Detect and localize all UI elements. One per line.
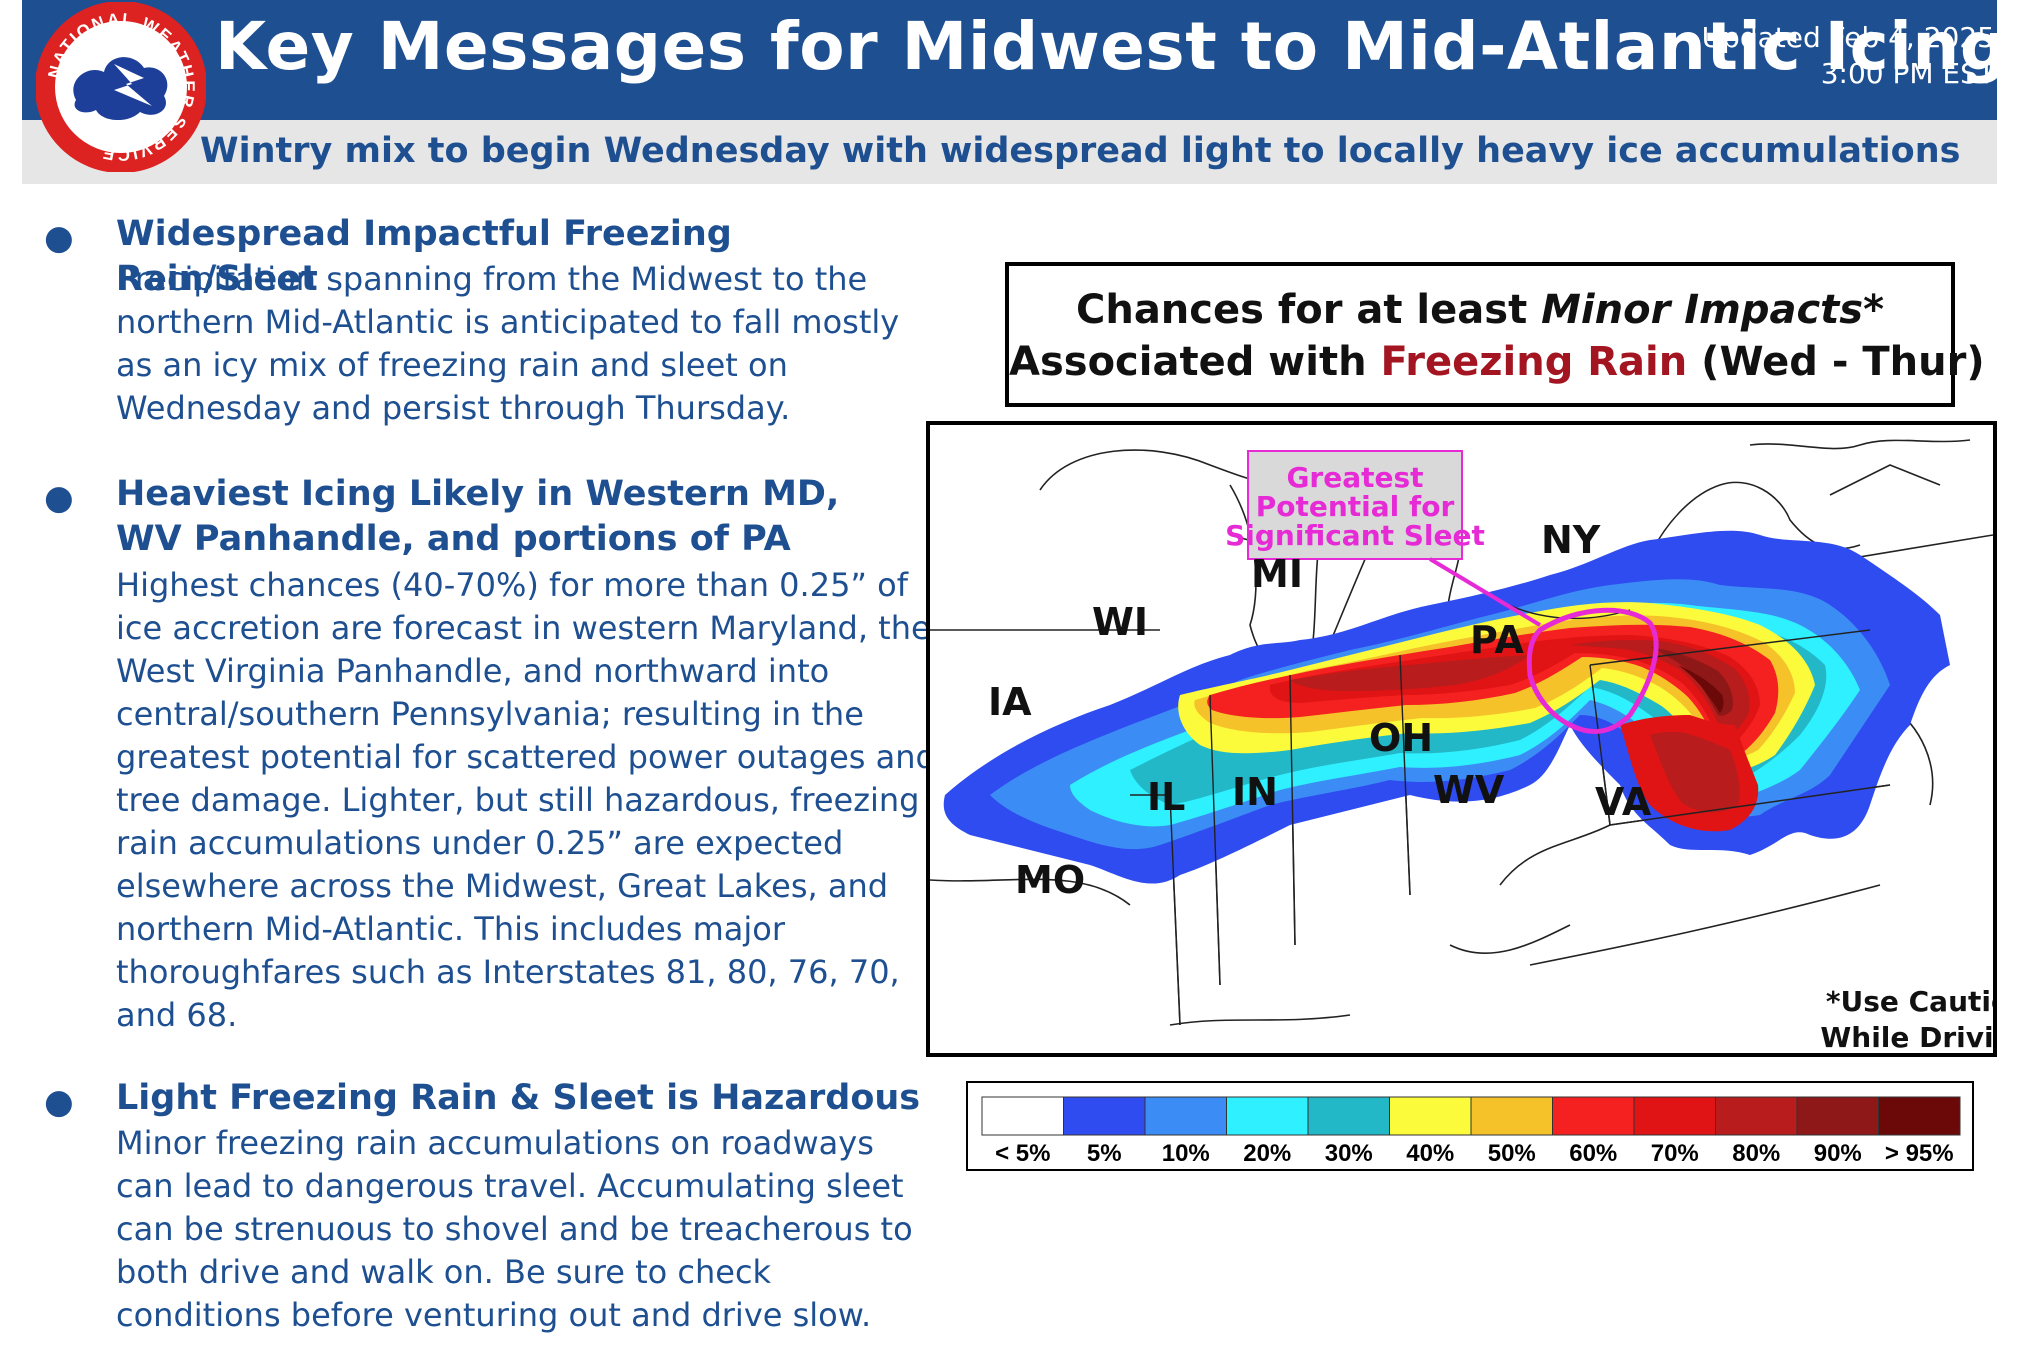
bullet-dot: ● [44, 218, 74, 258]
subtitle-bar [22, 120, 1997, 184]
page-title: Key Messages for Midwest to Mid-Atlantic… [215, 8, 2008, 85]
legend-label: 5% [1087, 1140, 1122, 1167]
legend-swatch [1389, 1096, 1472, 1136]
bullet-line: thoroughfares such as Interstates 81, 80… [116, 953, 900, 991]
bullet-heading-line: Heaviest Icing Likely in Western MD, [116, 474, 840, 514]
bullet-line: can be strenuous to shovel and be treach… [116, 1210, 913, 1248]
legend-label: 90% [1814, 1140, 1862, 1167]
bullet-line: Minor freezing rain accumulations on roa… [116, 1124, 874, 1162]
legend-swatch [1226, 1096, 1309, 1136]
legend-label: 70% [1651, 1140, 1699, 1167]
bullet-line: greatest potential for scattered power o… [116, 738, 936, 776]
bullet-body: Minor freezing rain accumulations on roa… [116, 1122, 976, 1337]
legend-label: > 95% [1885, 1140, 1954, 1167]
bullet-line: ice accretion are forecast in western Ma… [116, 609, 931, 647]
bullet-body: Highest chances (40-70%) for more than 0… [116, 564, 976, 1037]
legend-canvas: < 5% 5% 10% 20% 30% 40% 50% 60% 70% 80% 90% > 95% [981, 1096, 1961, 1167]
bullet-line: northern Mid-Atlantic. This includes maj… [116, 910, 786, 948]
legend-label: 20% [1243, 1140, 1291, 1167]
bullet-line: as an icy mix of freezing rain and sleet… [116, 346, 788, 384]
legend-swatch [1063, 1096, 1146, 1136]
legend-label: 30% [1325, 1140, 1373, 1167]
header-bar [22, 0, 1997, 120]
bullet-line: Wednesday and persist through Thursday. [116, 389, 791, 427]
bullet-heading-line: WV Panhandle, and portions of PA [116, 519, 791, 559]
bullet-line: can lead to dangerous travel. Accumulati… [116, 1167, 904, 1205]
state-label-ia: IA [988, 680, 1032, 724]
map-title-emphasis: Minor Impacts [1541, 287, 1864, 333]
legend-label: < 5% [995, 1140, 1050, 1167]
state-label-ny: NY [1541, 518, 1601, 562]
sleet-callout-line-3: Significant Sleet [1225, 519, 1485, 552]
state-label-wv: WV [1433, 768, 1505, 812]
bullet-heading: Widespread Impactful Freezing Rain/Sleet [116, 214, 732, 299]
bullet-line: northern Mid-Atlantic is anticipated to … [116, 303, 900, 341]
bullet-line: rain accumulations under 0.25” are expec… [116, 824, 844, 862]
state-label-in: IN [1232, 770, 1278, 814]
map-title-freezing-rain: Freezing Rain [1380, 339, 1688, 385]
state-label-mo: MO [1015, 858, 1085, 902]
updated-date: Updated Feb 4, 2025 [1701, 21, 1995, 54]
legend-label: 40% [1406, 1140, 1454, 1167]
sleet-callout-line-1: Greatest [1286, 461, 1423, 494]
bullet-line: Highest chances (40-70%) for more than 0… [116, 566, 909, 604]
legend-label: 50% [1488, 1140, 1536, 1167]
map-title-text: Chances for at least [1075, 287, 1542, 333]
bullet-line: elsewhere across the Midwest, Great Lake… [116, 867, 889, 905]
legend-swatch [1144, 1096, 1227, 1136]
map-title-line-2: Associated with Freezing Rain (Wed - Thu… [1009, 336, 1985, 388]
bullet-line: West Virginia Panhandle, and northward i… [116, 652, 830, 690]
nws-logo: NATIONAL WEATHER SERVICE [36, 2, 206, 172]
bullet-line: central/southern Pennsylvania; resulting… [116, 695, 864, 733]
state-label-mi: MI [1251, 552, 1303, 596]
caution-note-line-2: While Driving [1820, 1021, 1993, 1053]
map-title-line-1: Chances for at least Minor Impacts* [1009, 284, 1951, 336]
legend-swatch [1878, 1096, 1961, 1136]
legend-swatch [981, 1096, 1064, 1136]
legend-swatch [1470, 1096, 1553, 1136]
legend-swatch [1796, 1096, 1879, 1136]
sleet-callout-pointer [1428, 557, 1542, 627]
sleet-callout-line-2: Potential for [1256, 490, 1455, 523]
probability-map: Greatest Potential for Significant Sleet… [926, 421, 1997, 1057]
map-title-text: Associated with [1009, 339, 1381, 385]
map-title-box: Chances for at least Minor Impacts* Asso… [1005, 262, 1985, 407]
state-label-wi: WI [1092, 600, 1148, 644]
state-label-oh: OH [1369, 716, 1433, 760]
state-label-il: IL [1147, 775, 1185, 819]
bullet-line: and 68. [116, 996, 238, 1034]
state-label-pa: PA [1470, 618, 1524, 662]
sleet-callout-box [1247, 450, 1463, 560]
legend-label: 60% [1569, 1140, 1617, 1167]
bullet-dot: ● [44, 478, 74, 518]
map-title-asterisk: * [1863, 287, 1884, 333]
bullet-line: Precipitation spanning from the Midwest … [116, 260, 868, 298]
bullet-heading: Light Freezing Rain & Sleet is Hazardous [116, 1078, 921, 1118]
bullet-line: tree damage. Lighter, but still hazardou… [116, 781, 920, 819]
legend-swatch [1715, 1096, 1798, 1136]
updated-timestamp: Updated Feb 4, 2025 3:00 PM EST [1702, 20, 1995, 92]
legend-swatch [1552, 1096, 1635, 1136]
bullet-heading: Heaviest Icing Likely in Western MD, WV … [116, 472, 936, 562]
bullet-line: conditions before venturing out and driv… [116, 1296, 872, 1334]
map-title-dates: (Wed - Thur) [1687, 339, 1985, 385]
caution-note-line-1: *Use Caution [1826, 985, 1993, 1018]
legend-label: 80% [1732, 1140, 1780, 1167]
map-shading [943, 530, 1950, 884]
legend-swatch [1633, 1096, 1716, 1136]
bullet-body: Precipitation spanning from the Midwest … [116, 258, 976, 430]
page-subtitle: Wintry mix to begin Wednesday with wides… [200, 131, 1961, 171]
bullet-line: both drive and walk on. Be sure to check [116, 1253, 772, 1291]
legend-swatch [1307, 1096, 1390, 1136]
state-label-va: VA [1595, 780, 1652, 824]
sleet-area-outline [1526, 607, 1659, 735]
updated-time: 3:00 PM EST [1820, 57, 1995, 90]
probability-legend: < 5% 5% 10% 20% 30% 40% 50% 60% 70% 80% 90% > 95% [966, 1081, 1974, 1171]
bullet-dot: ● [44, 1082, 74, 1122]
map-canvas: Greatest Potential for Significant Sleet… [930, 439, 1993, 1053]
legend-label: 10% [1162, 1140, 1210, 1167]
